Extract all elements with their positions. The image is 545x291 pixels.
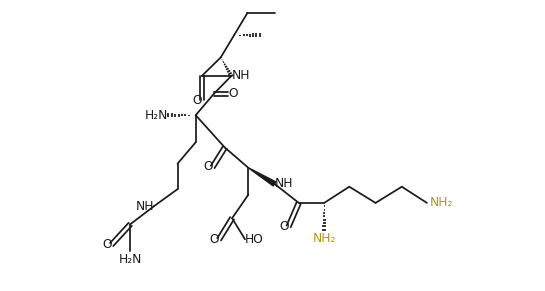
- Text: NH: NH: [231, 70, 250, 82]
- Text: O: O: [209, 233, 219, 246]
- Text: H₂N: H₂N: [145, 109, 168, 122]
- Text: NH₂: NH₂: [312, 232, 336, 245]
- Text: HO: HO: [245, 233, 264, 246]
- Text: NH: NH: [136, 200, 154, 213]
- Text: O: O: [192, 94, 202, 107]
- Text: O: O: [203, 160, 213, 173]
- Text: O: O: [279, 220, 289, 233]
- Text: H₂N: H₂N: [119, 253, 142, 266]
- Text: NH: NH: [275, 178, 293, 190]
- Text: O: O: [102, 238, 112, 251]
- Polygon shape: [249, 168, 276, 186]
- Text: O: O: [228, 87, 238, 100]
- Text: NH₂: NH₂: [430, 196, 453, 210]
